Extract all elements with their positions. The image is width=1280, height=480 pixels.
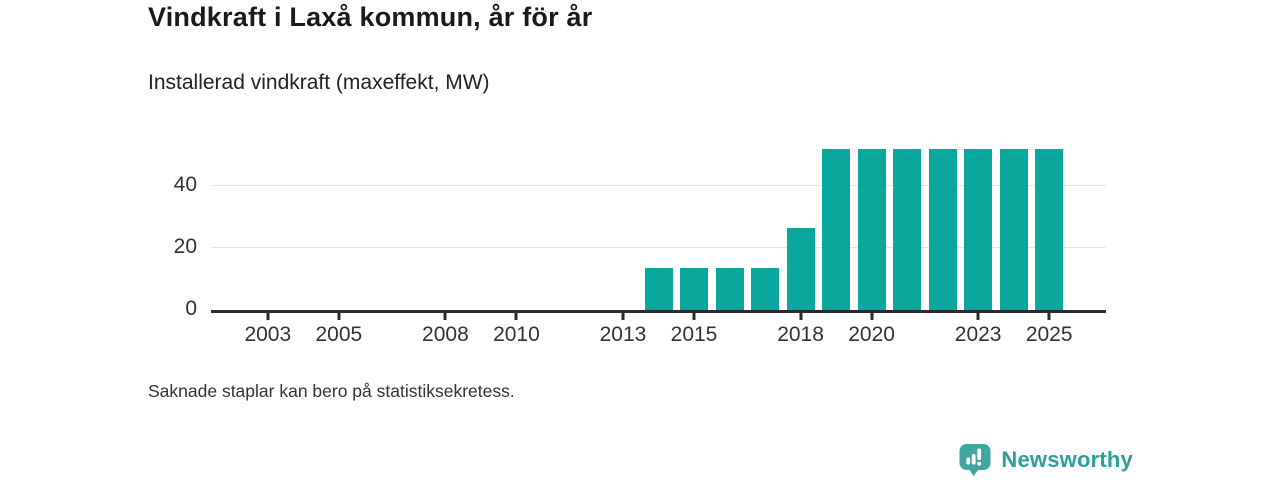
bar-2024 (999, 149, 1028, 310)
x-tick-2015 (692, 313, 696, 320)
bar-2023 (964, 149, 993, 310)
brand-name: Newsworthy (1001, 446, 1133, 472)
y-tick-label-0: 0 (185, 297, 197, 320)
brand-logo: Newsworthy (958, 443, 1133, 476)
bar-2022 (928, 149, 957, 310)
gridline-40 (211, 184, 1106, 186)
bar-2017 (751, 267, 780, 310)
y-tick-label-40: 40 (173, 172, 197, 196)
newsworthy-logo-icon (959, 444, 991, 476)
x-tick-2020 (870, 313, 874, 320)
bar-2021 (893, 149, 922, 310)
x-tick-2008 (443, 313, 447, 320)
bar-2018 (786, 227, 815, 310)
x-tick-label-2008: 2008 (422, 323, 469, 346)
x-tick-label-2015: 2015 (670, 323, 718, 346)
x-tick-2003 (266, 313, 270, 320)
x-tick-2013 (621, 313, 625, 320)
bar-2020 (857, 149, 886, 310)
x-tick-2010 (514, 313, 518, 320)
x-tick-2025 (1047, 313, 1051, 320)
chart-subtitle: Installerad vindkraft (maxeffekt, MW) (148, 71, 490, 94)
bar-2019 (822, 149, 851, 310)
x-tick-label-2020: 2020 (848, 323, 895, 346)
chart-title: Vindkraft i Laxå kommun, år för år (148, 2, 593, 32)
plot-area: 2003 2005 2008 2010 2013 2015 2018 2020 2023 2025… (174, 140, 1106, 346)
x-tick-2018 (799, 313, 803, 320)
bar-2025 (1035, 149, 1064, 310)
y-tick-label-20: 20 (173, 234, 197, 258)
x-tick-label-2023: 2023 (954, 323, 1002, 346)
x-tick-label-2005: 2005 (315, 323, 363, 346)
footnote: Saknade staplar kan bero på statistiksek… (148, 381, 515, 401)
x-tick-2005 (337, 313, 341, 320)
x-tick-2023 (976, 313, 980, 320)
bar-2014 (644, 267, 673, 310)
bar-2016 (715, 267, 744, 310)
x-tick-label-2003: 2003 (244, 323, 292, 346)
x-tick-label-2018: 2018 (777, 323, 824, 346)
x-tick-label-2025: 2025 (1025, 323, 1073, 346)
bar-2015 (680, 267, 708, 310)
x-tick-label-2013: 2013 (599, 323, 647, 346)
x-tick-label-2010: 2010 (493, 323, 540, 346)
gridline-20 (211, 246, 1106, 248)
